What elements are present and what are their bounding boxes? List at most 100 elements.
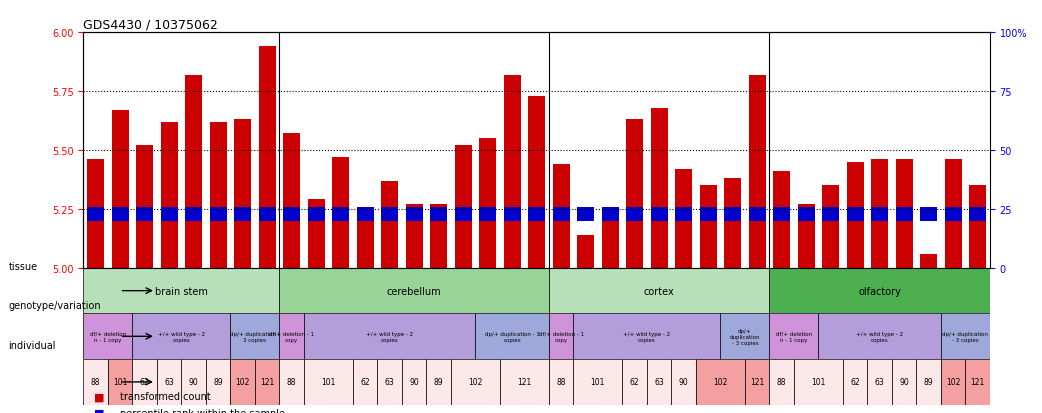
Bar	[969, 186, 986, 268]
Bar	[797, 205, 815, 268]
Text: +/+ wild type - 2
copies: +/+ wild type - 2 copies	[157, 331, 205, 342]
Bar	[895, 207, 913, 221]
Text: df/+ deletion
n - 1 copy: df/+ deletion n - 1 copy	[776, 331, 812, 342]
FancyBboxPatch shape	[892, 359, 916, 405]
Text: df/+ deletion
n - 1 copy: df/+ deletion n - 1 copy	[90, 331, 126, 342]
Bar	[871, 160, 888, 268]
Text: 121: 121	[517, 377, 531, 387]
Bar	[773, 207, 790, 221]
Text: 121: 121	[260, 377, 274, 387]
Bar	[577, 207, 594, 221]
Text: ■: ■	[94, 392, 104, 401]
Bar	[234, 207, 251, 221]
Bar	[528, 97, 545, 268]
Bar	[650, 207, 668, 221]
Text: 121: 121	[970, 377, 985, 387]
FancyBboxPatch shape	[157, 359, 181, 405]
Text: dp/+ duplication - 3
copies: dp/+ duplication - 3 copies	[485, 331, 540, 342]
Bar	[748, 75, 766, 268]
Bar	[209, 122, 227, 268]
Bar	[503, 207, 521, 221]
Bar	[479, 139, 496, 268]
FancyBboxPatch shape	[549, 359, 573, 405]
Bar	[895, 160, 913, 268]
Text: brain stem: brain stem	[155, 286, 207, 296]
Bar	[626, 207, 643, 221]
Bar	[650, 108, 668, 268]
Bar	[577, 235, 594, 268]
Bar	[405, 207, 423, 221]
Bar	[675, 207, 692, 221]
Text: percentile rank within the sample: percentile rank within the sample	[120, 408, 284, 413]
Bar	[111, 207, 129, 221]
FancyBboxPatch shape	[965, 359, 990, 405]
Bar	[258, 47, 276, 268]
Text: 63: 63	[654, 377, 664, 387]
Text: individual: individual	[8, 340, 56, 350]
Text: 90: 90	[899, 377, 909, 387]
Text: 101: 101	[113, 377, 127, 387]
Bar	[283, 207, 300, 221]
FancyBboxPatch shape	[304, 314, 475, 359]
Text: cortex: cortex	[644, 286, 674, 296]
FancyBboxPatch shape	[83, 268, 279, 314]
Bar	[552, 165, 570, 268]
Bar	[846, 162, 864, 268]
Bar	[454, 146, 472, 268]
FancyBboxPatch shape	[426, 359, 451, 405]
Text: 101: 101	[591, 377, 605, 387]
Bar	[356, 207, 374, 221]
Text: +/+ wild type - 2
copies: +/+ wild type - 2 copies	[623, 331, 670, 342]
Bar	[797, 207, 815, 221]
Text: 88: 88	[287, 377, 296, 387]
Text: 62: 62	[850, 377, 860, 387]
FancyBboxPatch shape	[696, 359, 745, 405]
Bar	[552, 207, 570, 221]
Bar	[430, 205, 447, 268]
Bar	[871, 207, 888, 221]
Text: 90: 90	[678, 377, 689, 387]
Text: 102: 102	[468, 377, 482, 387]
Bar	[185, 75, 202, 268]
Bar	[503, 75, 521, 268]
FancyBboxPatch shape	[818, 314, 941, 359]
FancyBboxPatch shape	[720, 314, 769, 359]
FancyBboxPatch shape	[353, 359, 377, 405]
FancyBboxPatch shape	[769, 359, 794, 405]
Bar	[479, 207, 496, 221]
FancyBboxPatch shape	[279, 268, 549, 314]
Text: 63: 63	[384, 377, 395, 387]
Bar	[773, 172, 790, 268]
Text: 63: 63	[875, 377, 885, 387]
Text: GDS4430 / 10375062: GDS4430 / 10375062	[83, 19, 218, 32]
FancyBboxPatch shape	[647, 359, 671, 405]
FancyBboxPatch shape	[230, 314, 279, 359]
Bar	[601, 221, 619, 268]
FancyBboxPatch shape	[794, 359, 843, 405]
FancyBboxPatch shape	[941, 359, 965, 405]
FancyBboxPatch shape	[941, 314, 990, 359]
Bar	[846, 207, 864, 221]
Bar	[356, 216, 374, 268]
Bar	[160, 207, 178, 221]
Bar	[88, 160, 104, 268]
Bar	[381, 207, 398, 221]
Text: 90: 90	[410, 377, 419, 387]
Bar	[332, 158, 349, 268]
Text: 90: 90	[189, 377, 198, 387]
Text: cerebellum: cerebellum	[387, 286, 442, 296]
FancyBboxPatch shape	[549, 268, 769, 314]
Bar	[699, 186, 717, 268]
FancyBboxPatch shape	[500, 359, 549, 405]
Bar	[601, 207, 619, 221]
Bar	[748, 207, 766, 221]
Bar	[137, 146, 153, 268]
Text: genotype/variation: genotype/variation	[8, 301, 101, 311]
FancyBboxPatch shape	[181, 359, 206, 405]
FancyBboxPatch shape	[451, 359, 500, 405]
Text: 89: 89	[433, 377, 444, 387]
Text: 89: 89	[924, 377, 934, 387]
FancyBboxPatch shape	[83, 314, 132, 359]
Text: 101: 101	[321, 377, 336, 387]
Text: 89: 89	[214, 377, 223, 387]
